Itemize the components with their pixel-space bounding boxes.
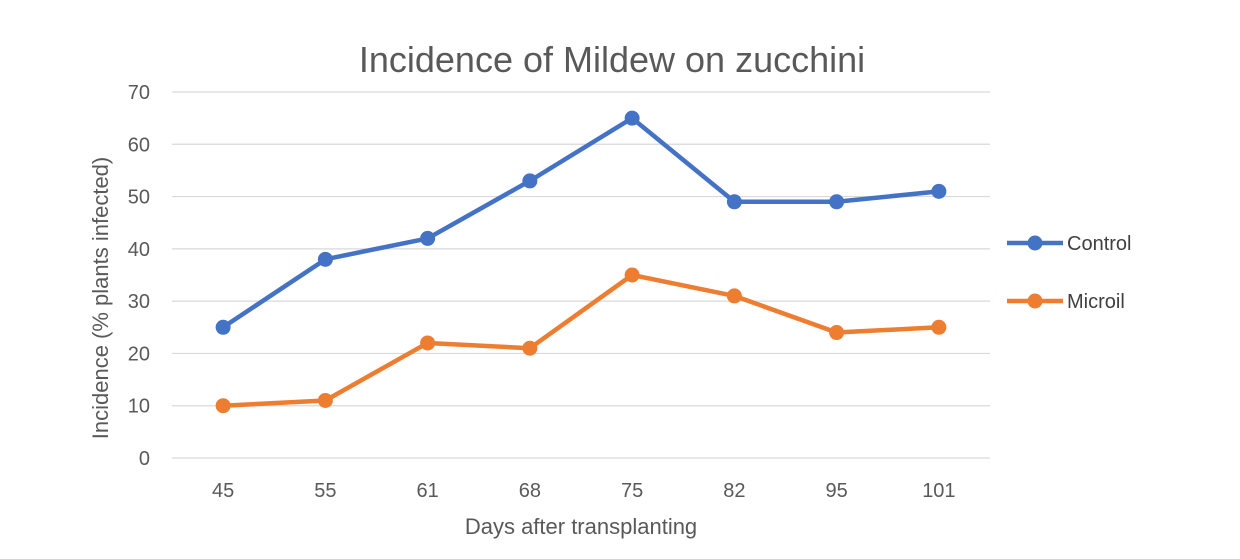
data-point — [726, 288, 742, 304]
legend: Control Microil — [1007, 233, 1131, 313]
y-axis-ticks: 0 10 20 30 40 50 60 70 — [128, 82, 150, 470]
data-point — [931, 183, 947, 199]
y-tick-label: 60 — [128, 134, 150, 156]
data-point — [215, 319, 231, 335]
series-line — [220, 115, 942, 330]
data-point — [522, 340, 538, 356]
data-point — [931, 319, 947, 335]
y-tick-label: 50 — [128, 187, 150, 209]
x-tick-label: 68 — [519, 480, 541, 502]
data-point — [624, 110, 640, 126]
y-tick-label: 10 — [128, 396, 150, 418]
legend-item: Microil — [1007, 291, 1125, 313]
y-tick-label: 30 — [128, 291, 150, 313]
series-lines — [215, 110, 947, 414]
legend-swatch-marker — [1027, 235, 1043, 251]
y-tick-label: 40 — [128, 239, 150, 261]
x-tick-label: 45 — [212, 480, 234, 502]
series-control — [215, 110, 947, 335]
x-tick-label: 55 — [314, 480, 336, 502]
chart-title: Incidence of Mildew on zucchini — [359, 39, 865, 80]
data-point — [726, 194, 742, 210]
x-axis-ticks: 45 55 61 68 75 82 95 101 — [212, 480, 956, 502]
legend-label: Microil — [1067, 291, 1125, 313]
data-point — [829, 325, 845, 341]
data-point — [215, 398, 231, 414]
x-tick-label: 75 — [621, 480, 643, 502]
y-axis-label: Incidence (% plants infected) — [88, 157, 113, 440]
x-tick-label: 61 — [417, 480, 439, 502]
x-tick-label: 82 — [723, 480, 745, 502]
x-tick-label: 95 — [826, 480, 848, 502]
data-point — [420, 335, 436, 351]
legend-label: Control — [1067, 233, 1131, 255]
legend-swatch-marker — [1027, 293, 1043, 309]
data-point — [317, 251, 333, 267]
legend-item: Control — [1007, 233, 1131, 255]
y-tick-label: 0 — [139, 448, 150, 470]
data-point — [522, 173, 538, 189]
gridlines — [172, 91, 990, 459]
y-tick-label: 70 — [128, 82, 150, 104]
series-line — [220, 272, 942, 408]
data-point — [317, 392, 333, 408]
series-microil — [215, 267, 947, 414]
y-tick-label: 20 — [128, 343, 150, 365]
data-point — [624, 267, 640, 283]
data-point — [829, 194, 845, 210]
x-tick-label: 101 — [922, 480, 955, 502]
data-point — [420, 230, 436, 246]
x-axis-label: Days after transplanting — [465, 514, 697, 539]
